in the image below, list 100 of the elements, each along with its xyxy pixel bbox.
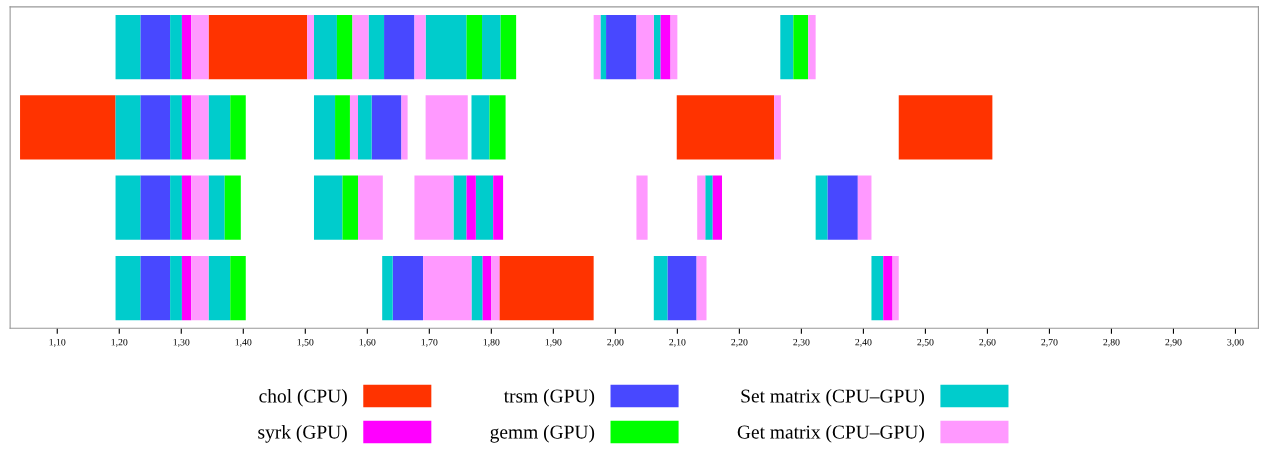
bar (181, 255, 192, 321)
bar (208, 95, 231, 160)
legend-label: gemm (GPU) (490, 424, 595, 443)
bar (423, 255, 472, 321)
bar (140, 14, 171, 80)
bar (181, 14, 192, 80)
x-tick-label: 2,60 (979, 338, 996, 347)
bar (371, 95, 402, 160)
bar (115, 95, 141, 160)
bar (115, 175, 141, 240)
bar (358, 95, 372, 160)
bar (499, 255, 594, 321)
bar (871, 255, 884, 321)
bar (208, 14, 308, 80)
bar (170, 14, 182, 80)
bar (382, 255, 393, 321)
bar (697, 175, 706, 240)
bar (208, 175, 225, 240)
bar (191, 14, 209, 80)
x-tick-label: 2,50 (917, 338, 934, 347)
bar (606, 14, 637, 80)
x-tick-label: 1,20 (111, 338, 128, 347)
bar (20, 95, 116, 160)
bar (368, 14, 385, 80)
x-tick-label: 2,10 (669, 338, 686, 347)
x-tick-label: 3,00 (1227, 338, 1244, 347)
bar (313, 14, 337, 80)
bar (636, 14, 654, 80)
x-tick-label: 2,30 (793, 338, 810, 347)
bar (425, 95, 468, 160)
bar (335, 95, 350, 160)
bar (660, 14, 671, 80)
bar (140, 255, 171, 321)
bar (696, 255, 707, 321)
bar (500, 14, 517, 80)
bar (667, 255, 697, 321)
bar (313, 175, 343, 240)
bar (170, 255, 182, 321)
bar (482, 255, 492, 321)
bar (208, 255, 231, 321)
x-tick-label: 2,80 (1103, 338, 1120, 347)
bar (482, 14, 501, 80)
bar (471, 95, 490, 160)
bar (898, 95, 993, 160)
bar (336, 14, 353, 80)
bar (827, 175, 858, 240)
bar (414, 14, 426, 80)
legend-label: Set matrix (CPU–GPU) (741, 388, 925, 407)
bar (313, 95, 336, 160)
bar (230, 95, 246, 160)
x-tick-label: 2,70 (1041, 338, 1058, 347)
bar (181, 175, 192, 240)
x-tick-label: 1,10 (49, 338, 66, 347)
bar (224, 175, 241, 240)
x-tick-label: 2,90 (1165, 338, 1182, 347)
x-tick-label: 2,20 (731, 338, 748, 347)
x-tick-label: 1,90 (545, 338, 562, 347)
legend-label: chol (CPU) (259, 388, 347, 407)
legend-label: Get matrix (CPU–GPU) (737, 424, 925, 443)
bar (466, 14, 483, 80)
bar (349, 95, 359, 160)
bar (712, 175, 723, 240)
bar (191, 95, 209, 160)
bar (170, 95, 182, 160)
bar (489, 95, 506, 160)
bar (352, 14, 369, 80)
bar (857, 175, 872, 240)
bar (636, 175, 648, 240)
bar (191, 175, 209, 240)
bar (170, 175, 182, 240)
bar (191, 255, 209, 321)
bar (600, 14, 607, 80)
bar (466, 175, 476, 240)
bar (140, 95, 171, 160)
x-tick-label: 2,40 (855, 338, 872, 347)
bar (815, 175, 828, 240)
x-tick-label: 1,40 (235, 338, 252, 347)
bar (475, 175, 494, 240)
bar (181, 95, 192, 160)
bar (676, 95, 775, 160)
bar (793, 14, 809, 80)
bar (493, 175, 504, 240)
bar (653, 255, 668, 321)
bar (705, 175, 713, 240)
legend-label: syrk (GPU) (258, 424, 347, 443)
legend-label: trsm (GPU) (503, 388, 595, 407)
x-tick-label: 1,70 (421, 338, 438, 347)
x-tick-label: 1,60 (359, 338, 376, 347)
bar (358, 175, 383, 240)
bar (414, 175, 454, 240)
bar (808, 14, 816, 80)
bar (392, 255, 424, 321)
bar (307, 14, 314, 80)
bar (115, 255, 141, 321)
bar (892, 255, 899, 321)
x-tick-label: 1,80 (483, 338, 500, 347)
x-tick-label: 2,00 (607, 338, 624, 347)
bar (140, 175, 171, 240)
bar (115, 14, 141, 80)
bar (453, 175, 467, 240)
